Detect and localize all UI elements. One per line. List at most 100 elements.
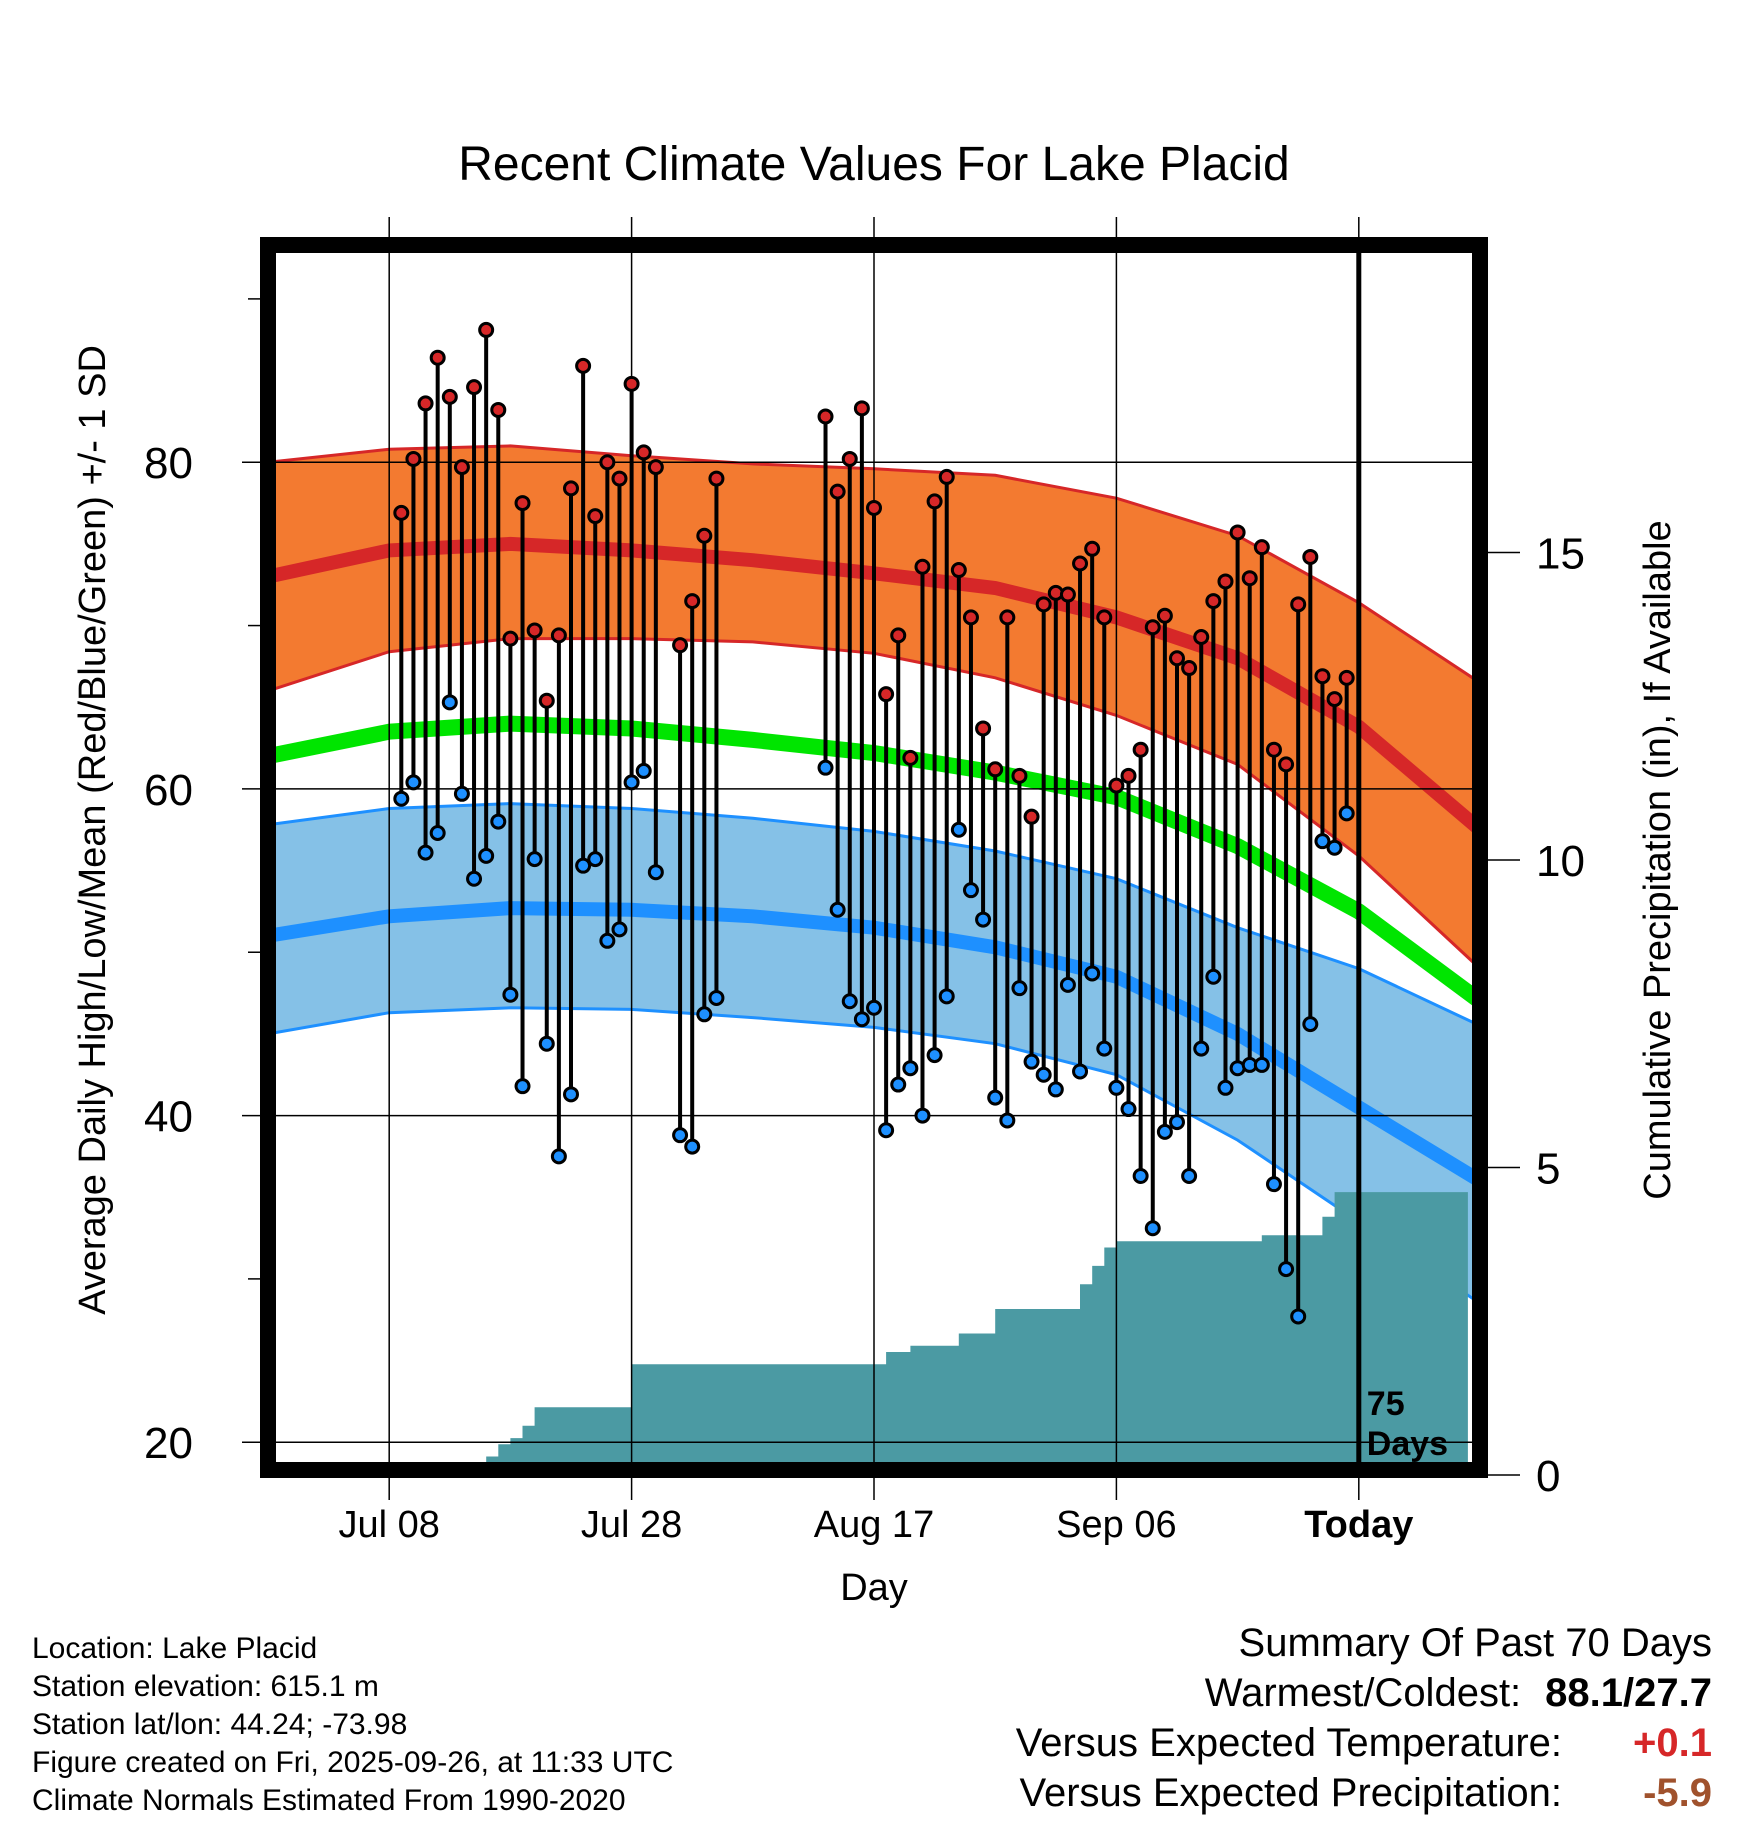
low-point (1059, 976, 1076, 993)
warmest-coldest-row: Warmest/Coldest: 88.1/27.7 (1016, 1668, 1712, 1718)
low-point (1290, 1308, 1307, 1325)
high-point (1217, 573, 1234, 590)
low-point (502, 986, 519, 1003)
high-point (1193, 629, 1210, 645)
high-point (466, 379, 483, 396)
low-point (1156, 1123, 1173, 1140)
high-point (1120, 767, 1137, 784)
plot-inner: 75 Days (268, 245, 1480, 1470)
high-point (550, 627, 567, 644)
low-point (1035, 1066, 1052, 1083)
warmest-coldest-label: Warmest/Coldest: (1204, 1671, 1522, 1715)
high-point (1278, 756, 1295, 773)
high-point (1059, 586, 1076, 603)
high-point (938, 468, 955, 485)
low-point (1047, 1081, 1064, 1098)
low-point (1169, 1114, 1185, 1131)
high-point (878, 686, 895, 703)
low-point (853, 1011, 870, 1028)
low-point (1023, 1053, 1040, 1070)
high-point (563, 480, 579, 497)
today-days-label-line: Days (1367, 1425, 1448, 1463)
low-point (1278, 1261, 1295, 1278)
normals-text: Climate Normals Estimated From 1990-2020 (32, 1784, 626, 1817)
high-point (1241, 570, 1258, 587)
high-point (1035, 596, 1052, 613)
location-text: Location: Lake Placid (32, 1632, 318, 1665)
low-point (696, 1006, 713, 1023)
high-point (1132, 741, 1149, 758)
high-point (1011, 767, 1028, 784)
high-point (647, 459, 664, 476)
low-point (878, 1122, 895, 1139)
high-point (538, 692, 555, 709)
low-point (987, 1089, 1004, 1106)
x-tick-label: Today (1304, 1504, 1413, 1546)
low-point (405, 774, 422, 791)
precip-anomaly-label: Versus Expected Precipitation: (1019, 1771, 1562, 1815)
high-point (890, 627, 907, 644)
low-point (635, 762, 652, 779)
low-point (1205, 968, 1222, 985)
temp-anomaly-row: Versus Expected Temperature: +0.1 (1016, 1718, 1712, 1768)
low-point (1181, 1168, 1198, 1184)
low-point (1120, 1101, 1137, 1118)
high-point (478, 321, 495, 338)
high-point (514, 495, 531, 512)
low-point (841, 993, 858, 1010)
high-point (635, 444, 652, 461)
y-tick-label: 20 (144, 1419, 193, 1468)
low-point (550, 1148, 567, 1165)
low-point (1011, 980, 1028, 997)
high-point (502, 630, 519, 647)
high-point (1156, 607, 1173, 624)
low-point (647, 864, 664, 881)
y-tick-label: 60 (144, 766, 193, 815)
high-point (1290, 596, 1307, 613)
low-point (393, 790, 410, 807)
today-days-label: 75 Days (1367, 1385, 1448, 1463)
high-point (1205, 593, 1222, 610)
high-point (575, 357, 592, 374)
high-point (853, 400, 870, 417)
low-point (950, 821, 967, 838)
low-point (866, 999, 882, 1016)
high-point (708, 470, 725, 487)
created-text: Figure created on Fri, 2025-09-26, at 11… (32, 1746, 674, 1779)
high-point (817, 408, 834, 425)
low-point (1314, 833, 1331, 850)
low-point (575, 857, 592, 874)
high-point (1229, 524, 1246, 541)
climate-chart: Recent Climate Values For Lake Placid 75… (72, 138, 1679, 1609)
precip-anomaly-value: -5.9 (1643, 1771, 1712, 1815)
high-point (1302, 548, 1319, 565)
high-point (490, 401, 507, 418)
low-point (1326, 839, 1343, 856)
x-tick-label: Jul 08 (338, 1504, 439, 1546)
low-point (538, 1035, 555, 1052)
high-point (1253, 539, 1270, 556)
warmest-coldest-value: 88.1/27.7 (1545, 1671, 1712, 1715)
y-tick-label: 40 (144, 1093, 193, 1142)
low-point (1144, 1220, 1161, 1237)
low-point (684, 1138, 701, 1155)
latlon-text: Station lat/lon: 44.24; -73.98 (32, 1708, 408, 1741)
high-point (393, 504, 410, 521)
y-axis-label: Average Daily High/Low/Mean (Red/Blue/Gr… (72, 345, 114, 1315)
high-point (829, 483, 846, 500)
low-point (526, 851, 543, 868)
high-point (526, 622, 543, 639)
low-point (490, 813, 507, 830)
low-point (1302, 1016, 1319, 1033)
low-point (417, 844, 434, 861)
high-point (1084, 540, 1101, 557)
low-point (587, 851, 604, 868)
low-point (708, 989, 725, 1006)
y-tick-label: 80 (144, 439, 193, 488)
low-point (1096, 1040, 1113, 1057)
x-tick-label: Jul 28 (581, 1504, 682, 1546)
high-point (611, 470, 628, 487)
chart-title: Recent Climate Values For Lake Placid (458, 138, 1290, 191)
y2-tick-label: 15 (1536, 530, 1585, 579)
high-point (926, 493, 943, 510)
